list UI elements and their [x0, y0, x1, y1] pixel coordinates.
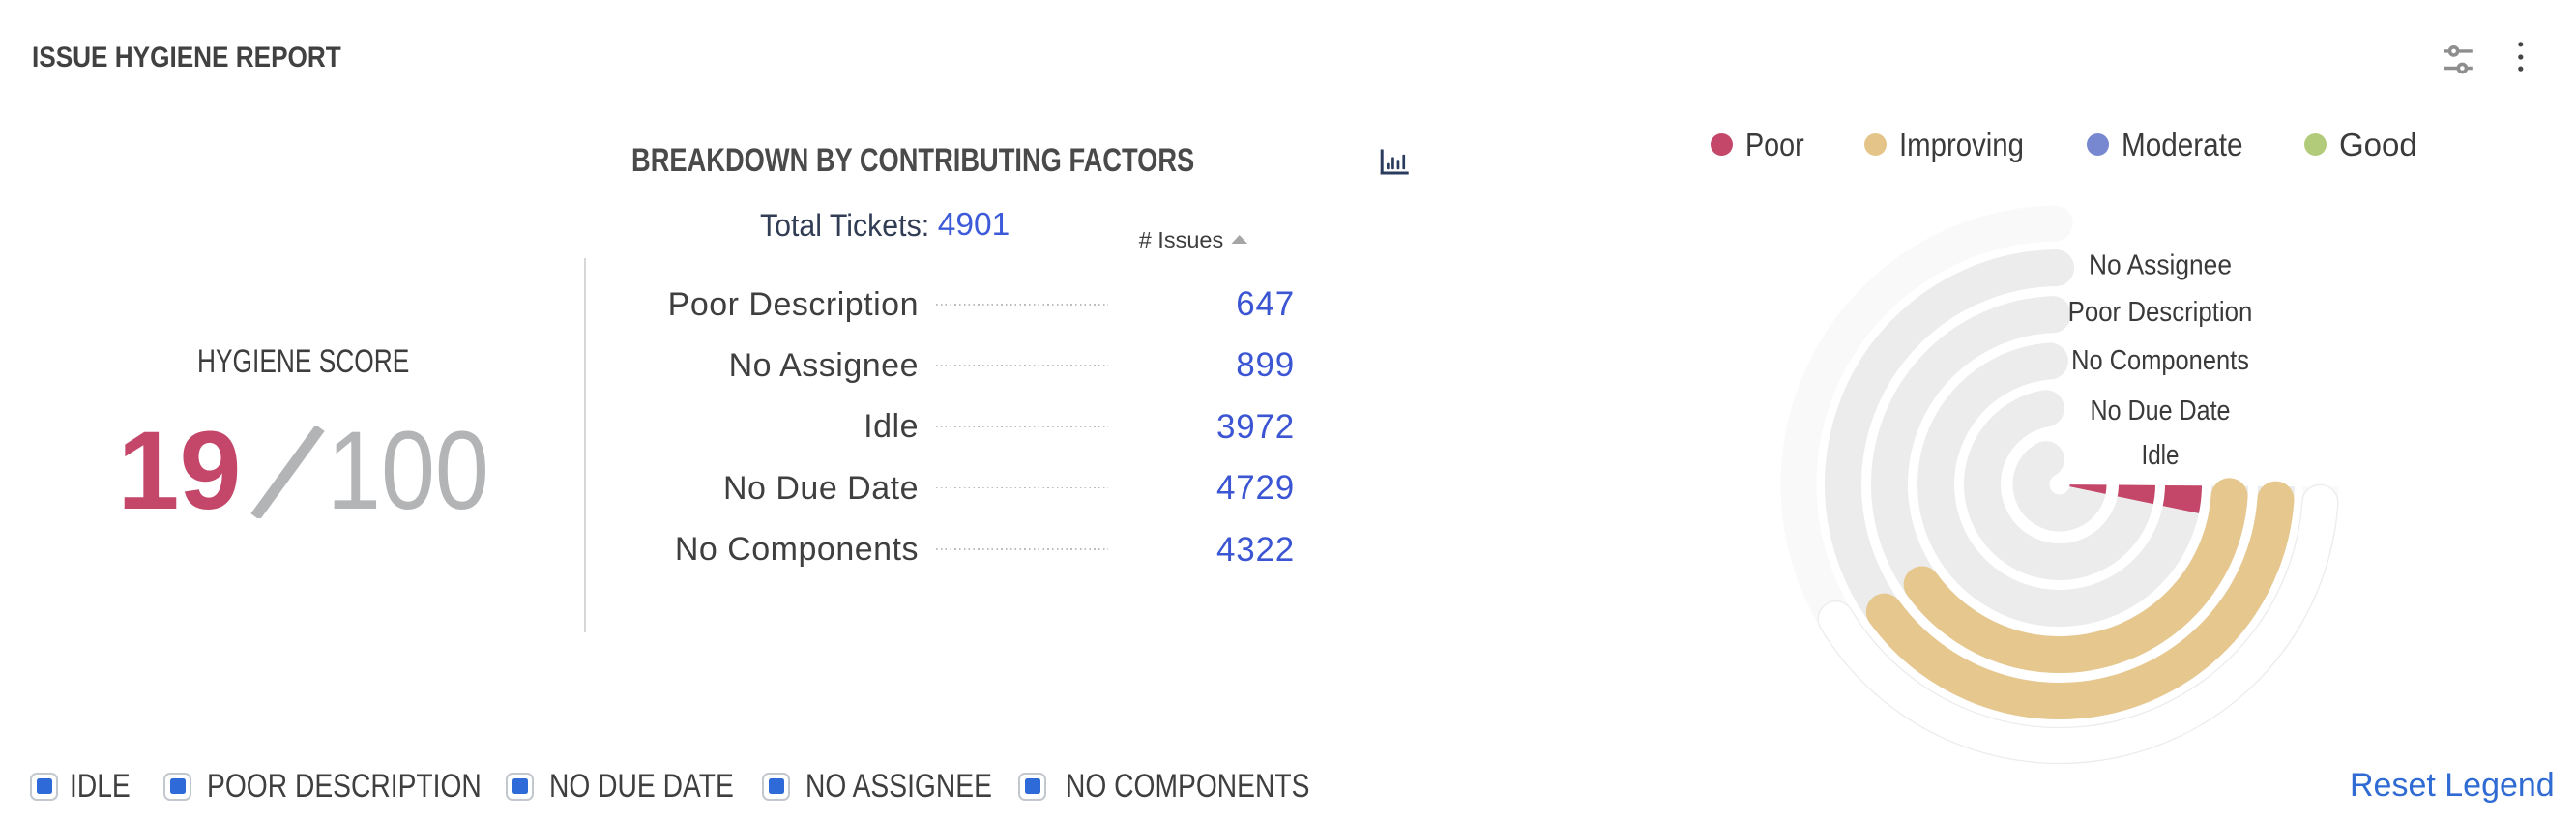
svg-text:No Assignee: No Assignee: [2089, 249, 2232, 279]
svg-text:Idle: Idle: [2142, 439, 2180, 471]
svg-text:No Components: No Components: [2071, 344, 2249, 376]
svg-text:Poor Description: Poor Description: [2068, 296, 2253, 328]
svg-text:No Due Date: No Due Date: [2091, 394, 2231, 425]
